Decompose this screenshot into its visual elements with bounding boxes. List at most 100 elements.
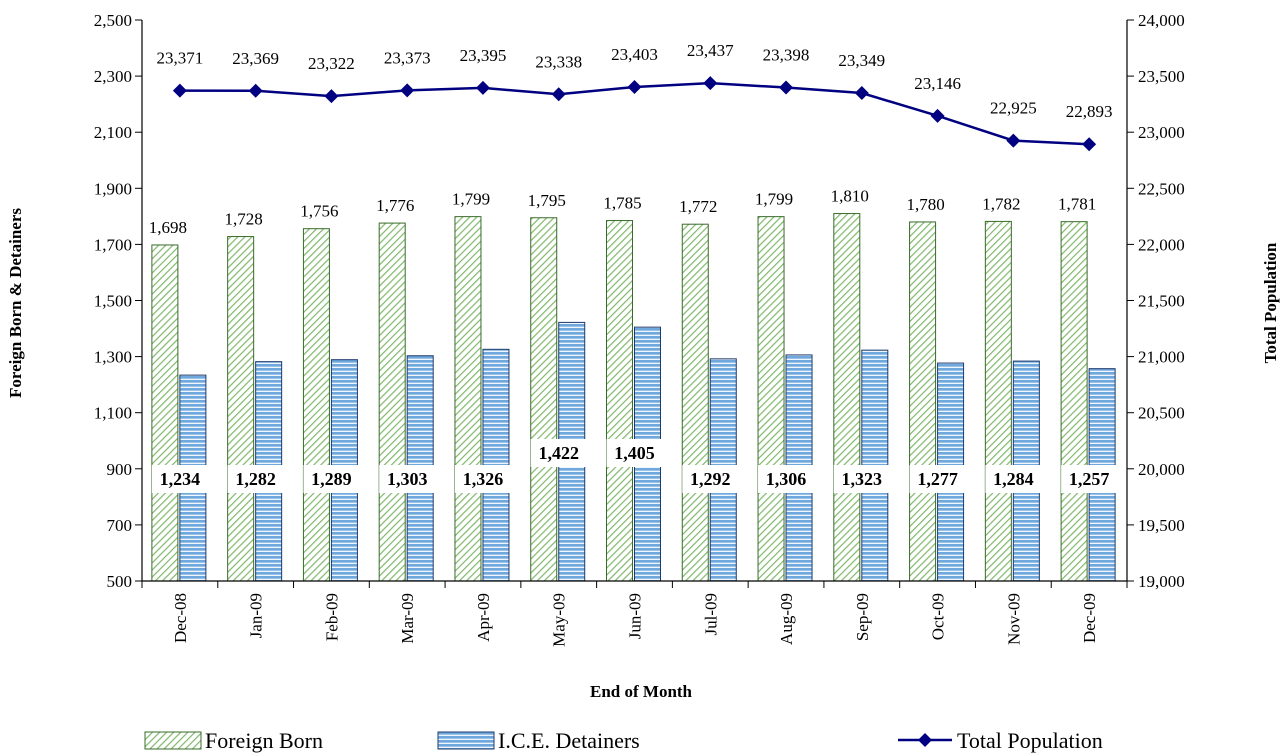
- ice-detainers-label-box: [379, 465, 436, 493]
- x-tick-label: Sep-09: [853, 593, 872, 641]
- foreign-born-value-label: 1,772: [679, 197, 717, 216]
- ice-detainers-value-label: 1,234: [160, 469, 201, 489]
- ice-detainers-label-box: [530, 439, 587, 467]
- x-tick-label: Dec-09: [1080, 593, 1099, 643]
- y-tick-label: 1,700: [94, 235, 132, 254]
- foreign-born-bar: [833, 213, 861, 582]
- ice-detainers-value-label: 1,306: [766, 469, 807, 489]
- ice-detainers-label-box: [454, 465, 511, 493]
- y2-tick-label: 23,500: [1138, 67, 1185, 86]
- total-population-marker: [703, 76, 718, 91]
- y-tick-label: 700: [107, 516, 133, 535]
- y2-tick-label: 20,000: [1138, 460, 1185, 479]
- legend-foreign-born-swatch: [144, 731, 202, 750]
- x-tick-label: Jul-09: [701, 593, 720, 636]
- total-population-marker: [475, 80, 490, 95]
- total-population-marker: [172, 83, 187, 98]
- total-population-marker: [551, 87, 566, 102]
- y2-tick-label: 20,500: [1138, 404, 1185, 423]
- foreign-born-value-label: 1,810: [831, 187, 869, 206]
- foreign-born-value-label: 1,795: [528, 191, 566, 210]
- foreign-born-bar: [151, 244, 179, 582]
- y2-axis-title: Total Population: [1261, 242, 1280, 363]
- y2-tick-label: 21,000: [1138, 348, 1185, 367]
- x-tick-label: Oct-09: [929, 593, 948, 640]
- total-population-value-label: 23,338: [535, 52, 582, 71]
- foreign-born-bar: [530, 217, 558, 582]
- total-population-value-label: 23,371: [157, 49, 204, 68]
- axes: [141, 20, 1128, 582]
- total-population-line-layer: 23,371 23,369 23,322 23,373 23,395 23,338 23,4…: [157, 41, 1113, 152]
- foreign-born-bar: [757, 216, 785, 582]
- foreign-born-value-label: 1,782: [982, 194, 1020, 213]
- total-population-value-label: 22,893: [1066, 102, 1113, 121]
- ice-detainers-label-box: [606, 439, 663, 467]
- y-tick-label: 2,300: [94, 67, 132, 86]
- ice-detainers-value-label: 1,422: [538, 443, 579, 463]
- x-tick-label: Mar-09: [398, 593, 417, 644]
- right-axis-ticks: 24,000 23,500 23,000 22,500 22,000 21,500 21,0…: [1127, 11, 1185, 591]
- foreign-born-value-label: 1,799: [755, 190, 793, 209]
- y2-tick-label: 22,500: [1138, 179, 1185, 198]
- foreign-born-bar: [454, 216, 482, 582]
- ice-detainers-value-label: 1,284: [993, 469, 1034, 489]
- ice-detainers-value-label: 1,323: [842, 469, 883, 489]
- x-tick-label: Aug-09: [777, 593, 796, 645]
- left-axis-ticks: 2,500 2,300 2,100 1,900 1,700 1,500 1,300 1,100…: [94, 11, 142, 591]
- total-population-value-label: 23,403: [611, 45, 658, 64]
- x-axis-ticks: Dec-08 Jan-09 Feb-09 Mar-09 Apr-09 May-09 Jun-…: [141, 581, 1128, 647]
- foreign-born-value-label: 1,698: [149, 218, 187, 237]
- foreign-born-value-label: 1,728: [225, 210, 263, 229]
- x-tick-label: Jan-09: [247, 593, 266, 638]
- ice-detainers-value-label: 1,303: [387, 469, 428, 489]
- ice-detainers-label-box: [151, 465, 208, 493]
- total-population-marker: [400, 83, 415, 98]
- total-population-marker: [627, 79, 642, 94]
- total-population-marker: [854, 86, 869, 101]
- ice-detainers-value-label: 1,277: [917, 469, 958, 489]
- y-tick-label: 2,100: [94, 123, 132, 142]
- foreign-born-bar: [984, 220, 1012, 582]
- ice-detainers-label-box: [985, 465, 1042, 493]
- foreign-born-value-label: 1,785: [603, 194, 641, 213]
- y2-tick-label: 19,500: [1138, 516, 1185, 535]
- ice-detainers-value-label: 1,257: [1069, 469, 1110, 489]
- total-population-value-label: 23,146: [914, 74, 961, 93]
- total-population-value-label: 23,395: [460, 46, 507, 65]
- y2-tick-label: 21,500: [1138, 292, 1185, 311]
- y-tick-label: 900: [107, 460, 133, 479]
- legend-ice-detainers-swatch: [437, 731, 495, 750]
- y2-tick-label: 24,000: [1138, 11, 1185, 30]
- total-population-marker: [248, 83, 263, 98]
- foreign-born-value-label: 1,776: [376, 196, 414, 215]
- legend-foreign-born-label: Foreign Born: [205, 728, 323, 753]
- total-population-marker: [779, 80, 794, 95]
- foreign-born-value-label: 1,799: [452, 190, 490, 209]
- ice-detainers-value-label: 1,282: [235, 469, 276, 489]
- ice-detainers-label-box: [833, 465, 890, 493]
- total-population-value-label: 23,437: [687, 41, 734, 60]
- y-tick-label: 2,500: [94, 11, 132, 30]
- total-population-marker: [324, 89, 339, 104]
- y-tick-label: 1,300: [94, 348, 132, 367]
- y-tick-label: 500: [107, 572, 133, 591]
- y2-tick-label: 19,000: [1138, 572, 1185, 591]
- y2-tick-label: 23,000: [1138, 123, 1185, 142]
- x-tick-label: May-09: [550, 593, 569, 647]
- foreign-born-value-label: 1,781: [1058, 195, 1096, 214]
- x-axis-title: End of Month: [590, 682, 693, 701]
- foreign-born-bar: [681, 223, 709, 582]
- total-population-value-label: 23,398: [763, 46, 810, 65]
- foreign-born-bar: [378, 222, 406, 582]
- ice-detainers-label-box: [909, 465, 966, 493]
- ice-detainers-value-label: 1,292: [690, 469, 731, 489]
- total-population-value-label: 23,322: [308, 54, 355, 73]
- x-tick-label: Feb-09: [322, 593, 341, 641]
- total-population-marker: [1006, 133, 1021, 148]
- total-population-marker: [930, 108, 945, 123]
- ice-detainers-value-label: 1,289: [311, 469, 352, 489]
- ice-detainers-value-label: 1,405: [614, 443, 655, 463]
- ice-detainers-label-box: [758, 465, 815, 493]
- x-tick-label: Jun-09: [626, 593, 645, 639]
